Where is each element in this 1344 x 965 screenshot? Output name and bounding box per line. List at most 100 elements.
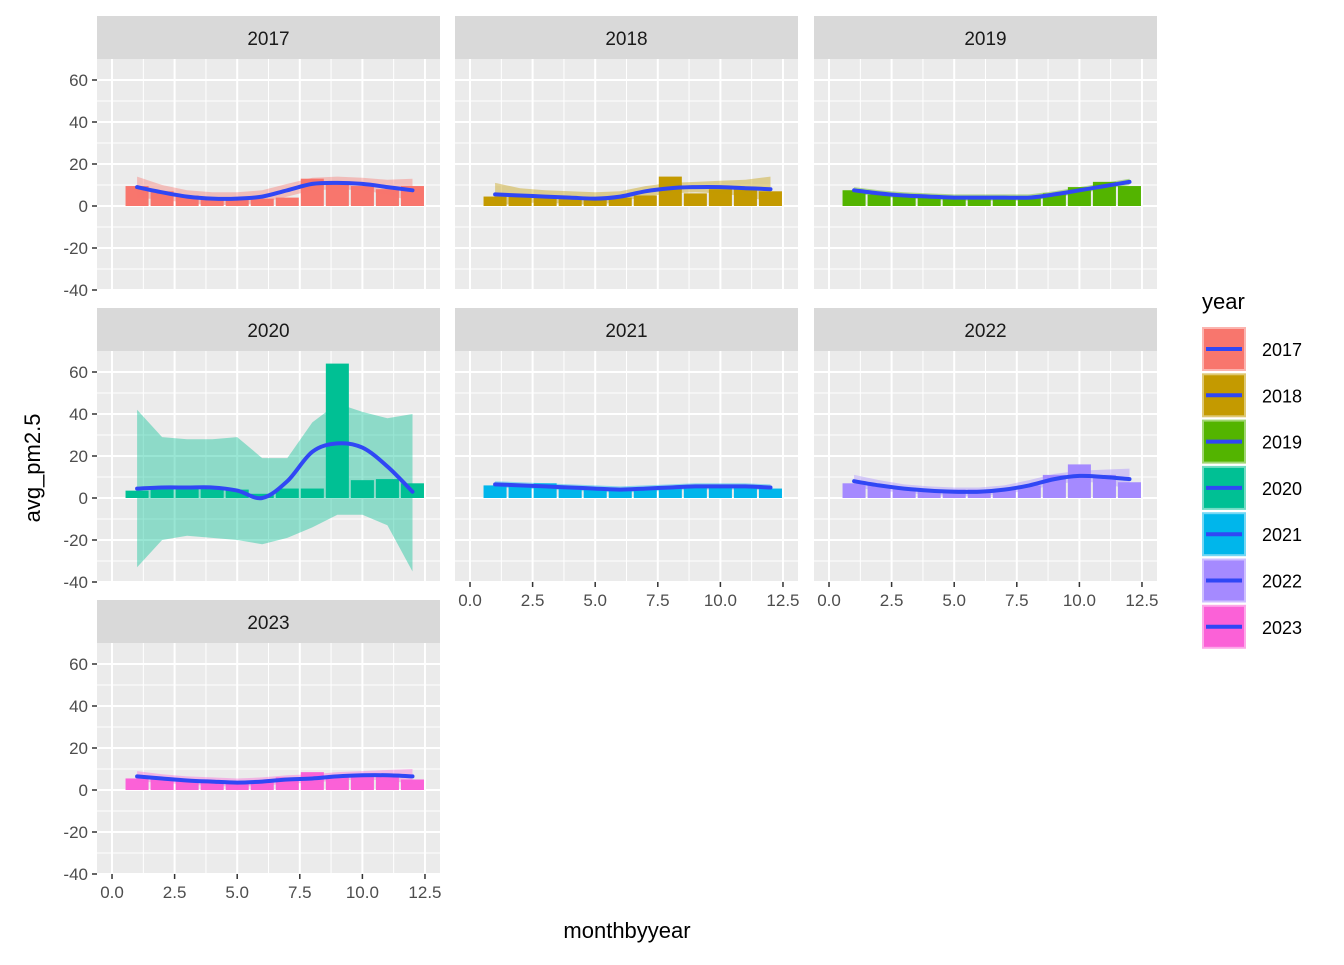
x-tick-label: 10.0 (704, 591, 737, 610)
facet-panel-2017: 2017 -40 -20 0 20 40 60 (63, 16, 440, 300)
legend-key-2020: 2020 (1202, 465, 1302, 510)
bar (842, 483, 866, 498)
legend-key-label: 2023 (1262, 618, 1302, 638)
panel-content (125, 363, 424, 572)
legend-key-2021: 2021 (1202, 512, 1302, 557)
y-tick-label: 40 (69, 113, 88, 132)
bar (508, 485, 532, 498)
bar (375, 776, 399, 790)
bar (992, 197, 1016, 206)
bar (583, 489, 607, 498)
bar (225, 489, 249, 498)
bar (483, 485, 507, 498)
x-tick-label: 12.5 (1125, 591, 1158, 610)
panel-content (842, 464, 1141, 498)
bar (942, 197, 966, 206)
bar (225, 198, 249, 206)
panel-content (125, 769, 424, 790)
x-tick-label: 7.5 (646, 591, 670, 610)
bar (125, 490, 149, 498)
bar (325, 363, 349, 498)
y-axis-title: avg_pm2.5 (20, 414, 45, 523)
bar (892, 487, 916, 498)
bar (400, 779, 424, 790)
y-tick-label: 40 (69, 697, 88, 716)
bar (708, 189, 732, 206)
bar (733, 487, 757, 498)
facet-strip-label: 2017 (247, 29, 289, 50)
y-tick-label: -20 (63, 531, 88, 550)
y-tick-label: 0 (79, 781, 88, 800)
x-tick-label: 12.5 (408, 883, 441, 902)
bar (175, 486, 199, 498)
bar (917, 197, 941, 206)
bar (1092, 474, 1116, 498)
smooth-line (852, 473, 1132, 494)
bar (300, 488, 324, 498)
bar (683, 487, 707, 498)
smooth-line (852, 179, 1132, 200)
legend-key-label: 2019 (1262, 433, 1302, 453)
smooth-line (135, 180, 415, 201)
x-axis-title: monthbyyear (563, 918, 690, 943)
bar (733, 189, 757, 206)
bar (992, 489, 1016, 498)
bar (842, 190, 866, 206)
y-tick-label: -20 (63, 823, 88, 842)
bar (867, 485, 891, 498)
bar (375, 479, 399, 498)
facet-panels: 2017 -40 -20 0 20 40 60 2018 2019 20 20 -40 -20 0 20 40… (63, 16, 1159, 902)
bar (225, 781, 249, 790)
facet-strip (814, 16, 1157, 59)
bar (633, 195, 657, 206)
panel-content (125, 176, 424, 206)
facet-strip (97, 600, 440, 643)
y-tick-label: -20 (63, 239, 88, 258)
legend-key-label: 2020 (1262, 479, 1302, 499)
bar (483, 196, 507, 206)
bar (350, 480, 374, 498)
y-tick-label: 20 (69, 155, 88, 174)
bar (325, 776, 349, 790)
y-tick-label: 20 (69, 447, 88, 466)
bar (1117, 482, 1141, 498)
facet-strip-label: 2022 (964, 321, 1006, 342)
x-tick-label: 2.5 (521, 591, 545, 610)
bar (892, 195, 916, 206)
bar (758, 488, 782, 498)
bar (508, 195, 532, 206)
x-tick-label: 5.0 (225, 883, 249, 902)
legend-key-2019: 2019 (1202, 419, 1302, 464)
legend-key-2018: 2018 (1202, 373, 1302, 418)
facet-strip-label: 2021 (605, 321, 647, 342)
bar (942, 489, 966, 498)
bar (250, 493, 274, 498)
facet-strip (455, 308, 798, 351)
x-tick-label: 0.0 (817, 591, 841, 610)
y-tick-label: 20 (69, 739, 88, 758)
bar (250, 198, 274, 206)
bar (967, 197, 991, 206)
bar (200, 487, 224, 498)
smooth-line (135, 441, 415, 501)
bar (583, 198, 607, 206)
y-tick-label: -40 (63, 865, 88, 884)
facet-panel-2018: 2018 (455, 16, 798, 291)
x-tick-label: 7.5 (1005, 591, 1029, 610)
legend-key-2022: 2022 (1202, 558, 1302, 603)
y-tick-label: 60 (69, 363, 88, 382)
bar (708, 487, 732, 498)
facet-strip-label: 2019 (964, 29, 1006, 50)
bar (125, 778, 149, 790)
y-tick-label: 60 (69, 71, 88, 90)
bar (658, 176, 682, 206)
y-tick-label: -40 (63, 281, 88, 300)
x-tick-label: 5.0 (942, 591, 966, 610)
bar (1117, 186, 1141, 206)
panel-content (483, 481, 782, 498)
x-tick-label: 10.0 (346, 883, 379, 902)
y-tick-label: 0 (79, 197, 88, 216)
bar (175, 779, 199, 790)
